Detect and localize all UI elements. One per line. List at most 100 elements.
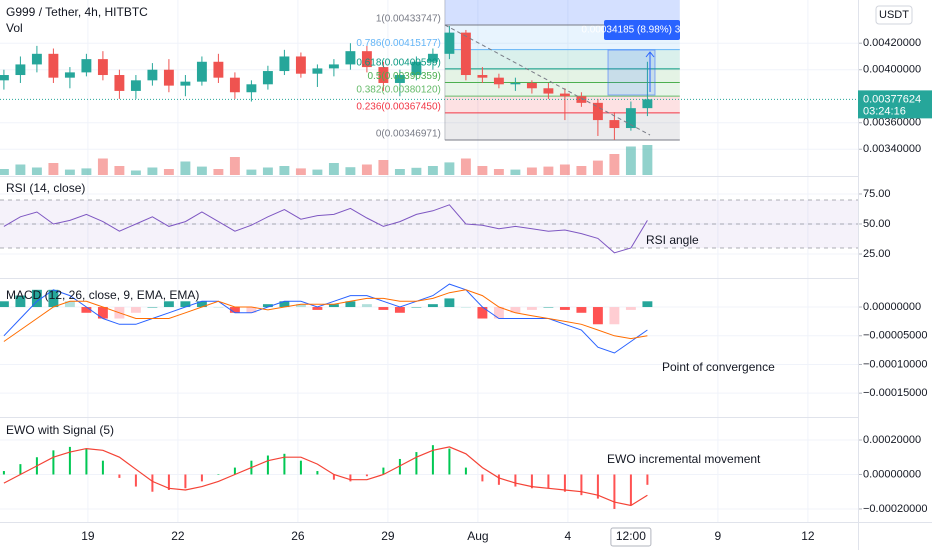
macd-histogram-bar [147, 307, 158, 308]
candle-body [130, 80, 141, 91]
candle-body [592, 102, 603, 121]
y-tick-label: −0.00010000 [863, 358, 928, 370]
fib-label: 0(0.00346971) [376, 129, 441, 140]
macd-histogram-bar [196, 301, 207, 308]
ewo-histogram-bar [646, 474, 649, 485]
y-tick-label: 0.00400000 [863, 64, 921, 76]
ewo-histogram-bar [415, 452, 418, 475]
x-tick-label: 26 [291, 529, 305, 543]
fib-label: 0.382(0.00380120) [356, 85, 441, 96]
macd-histogram-bar [576, 307, 587, 313]
macd-histogram-bar [460, 307, 471, 308]
macd-histogram-bar [163, 301, 174, 308]
macd-histogram-bar [180, 301, 191, 308]
candle-body [444, 32, 455, 54]
y-tick-label: 0.00000000 [863, 301, 921, 313]
y-tick-label: 0.00340000 [863, 143, 921, 155]
macd-histogram-bar [262, 304, 273, 308]
last-price-tag [858, 90, 932, 119]
volume-bar [163, 169, 174, 175]
y-tick-label: 0.00000000 [863, 468, 921, 480]
macd-histogram-bar [543, 307, 554, 308]
y-tick-label: −0.00015000 [863, 387, 928, 399]
candle-body [477, 75, 488, 78]
volume-bar [295, 168, 306, 175]
ewo-histogram-bar [365, 474, 368, 477]
line [3, 446, 648, 507]
y-tick-label: 25.00 [863, 248, 891, 260]
candle-body [262, 71, 273, 85]
y-tick-label: 50.00 [863, 218, 891, 230]
macd-histogram-bar [81, 307, 92, 313]
candle-body [64, 72, 75, 78]
ewo-histogram-bar [134, 474, 137, 487]
macd-histogram-bar [378, 307, 389, 310]
y-tick-label: −0.00020000 [863, 503, 928, 515]
volume-bar [493, 169, 504, 175]
ewo-histogram-bar [266, 455, 269, 475]
macd-histogram-bar [394, 307, 405, 313]
ewo-annotation: EWO incremental movement [607, 452, 761, 466]
x-tick-label: 22 [171, 529, 185, 543]
candle-body [526, 82, 537, 89]
volume-bar [361, 164, 372, 175]
ewo-histogram-bar [217, 474, 220, 475]
candle-body [114, 75, 125, 91]
candle-body [609, 120, 620, 129]
volume-bar [213, 169, 224, 175]
macd-histogram-bar [0, 301, 9, 308]
ewo-histogram-bar [481, 474, 484, 482]
macd-histogram-bar [444, 298, 455, 308]
y-tick-label: 0.00420000 [863, 37, 921, 49]
candle-body [196, 61, 207, 82]
ewo-histogram-bar [283, 453, 286, 475]
ewo-histogram-bar [233, 467, 236, 475]
rsi-title: RSI (14, close) [6, 181, 85, 195]
volume-bar [114, 166, 125, 175]
candle-body [229, 77, 240, 93]
fib-label: 0.5(0.00390359) [367, 71, 440, 82]
macd-histogram-bar [526, 307, 537, 310]
volume-bar [31, 167, 42, 175]
ewo-histogram-bar [514, 474, 517, 487]
macd-annotation: Point of convergence [662, 360, 775, 374]
volume-bar [81, 168, 92, 175]
currency-label[interactable]: USDT [879, 9, 909, 21]
x-tick-label: Aug [467, 529, 488, 543]
ewo-histogram-bar [431, 445, 434, 475]
ewo-histogram-bar [101, 460, 104, 475]
volume-bar [460, 158, 471, 175]
candle-body [81, 59, 92, 73]
marks [0, 25, 858, 509]
x-tick-label: 12 [801, 529, 815, 543]
volume-bar [0, 169, 9, 175]
macd-histogram-bar [609, 307, 620, 325]
candle-body [576, 96, 587, 103]
crosshair-time-label: 12:00 [616, 529, 646, 543]
macd-histogram-bar [295, 304, 306, 308]
volume-bar [262, 167, 273, 175]
volume-bar [411, 167, 422, 175]
y-tick-label: 0.00360000 [863, 117, 921, 129]
ewo-histogram-bar [563, 474, 566, 492]
x-tick-label: 4 [565, 529, 572, 543]
fib-label: 0.786(0.00415177) [356, 38, 441, 49]
currency-button[interactable] [875, 5, 913, 25]
measure-area [607, 49, 656, 96]
ewo-histogram-bar [497, 474, 500, 485]
ewo-histogram-bar [382, 467, 385, 475]
candle-body [394, 75, 405, 83]
macd-histogram-bar [246, 307, 257, 313]
candle-body [15, 64, 26, 76]
candle-body [48, 53, 59, 78]
candle-body [328, 64, 339, 69]
ewo-histogram-bar [118, 474, 121, 478]
macd-histogram-bar [15, 295, 26, 308]
fib-band [444, 49, 680, 69]
symbol-title: G999 / Tether, 4h, HITBTC [6, 5, 148, 19]
candle-body [493, 77, 504, 85]
macd-histogram-bar [48, 289, 59, 308]
